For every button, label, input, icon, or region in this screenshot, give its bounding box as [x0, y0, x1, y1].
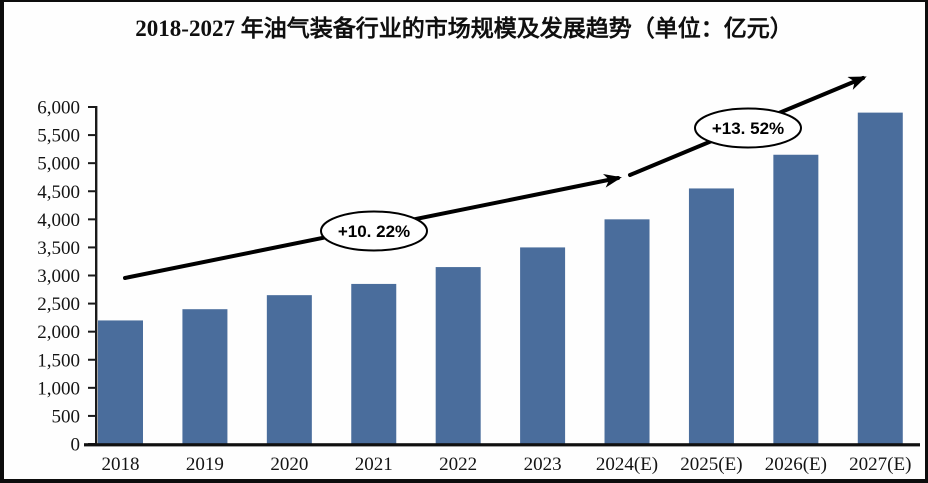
y-tick-label: 2,500 — [37, 294, 80, 315]
y-axis-line — [95, 106, 98, 446]
x-tick-label: 2026(E) — [765, 454, 827, 475]
x-tick-label: 2023 — [524, 454, 562, 475]
y-tick-label: 1,500 — [37, 350, 80, 371]
y-axis-tick — [88, 106, 96, 108]
bar-2026(E) — [773, 154, 819, 445]
y-tick-label: 2,000 — [37, 322, 80, 343]
y-tick-label: 4,000 — [37, 210, 80, 231]
y-tick-label: 6,000 — [37, 98, 80, 119]
bar-2021 — [351, 283, 397, 445]
bar-2023 — [520, 247, 566, 445]
y-tick-label: 500 — [52, 406, 81, 427]
frame-border-right — [925, 0, 928, 483]
growth-annotation-label: +13. 52% — [712, 119, 784, 138]
y-axis-tick — [88, 414, 96, 417]
y-axis-tick — [88, 134, 96, 137]
y-axis-tick — [88, 218, 96, 221]
y-axis-tick — [88, 358, 96, 361]
x-tick-label: 2019 — [186, 454, 224, 475]
y-axis-tick — [88, 246, 96, 249]
bar-2024(E) — [604, 219, 650, 445]
bar-2019 — [182, 309, 228, 445]
bar-2020 — [266, 295, 312, 445]
x-tick-label: 2021 — [355, 454, 393, 475]
y-axis-tick — [88, 162, 96, 165]
growth-annotation-ellipse — [320, 210, 428, 252]
frame-border-bottom — [0, 479, 928, 483]
x-axis-line — [84, 443, 920, 447]
y-axis-tick — [88, 386, 96, 389]
x-tick-label: 2024(E) — [596, 454, 658, 475]
y-axis-tick — [88, 274, 96, 277]
growth-annotation-ellipse — [694, 107, 802, 149]
y-tick-label: 3,000 — [37, 266, 80, 287]
chart-title: 2018-2027 年油气装备行业的市场规模及发展趋势（单位：亿元） — [135, 16, 793, 41]
y-tick-label: 5,000 — [37, 154, 80, 175]
bar-2025(E) — [688, 188, 734, 446]
x-tick-label: 2022 — [439, 454, 477, 475]
x-tick-label: 2018 — [102, 454, 140, 475]
frame-border-left — [0, 0, 4, 483]
y-tick-label: 5,500 — [37, 126, 80, 147]
y-axis-tick — [88, 330, 96, 333]
x-tick-label: 2020 — [270, 454, 308, 475]
y-tick-label: 3,500 — [37, 238, 80, 259]
y-axis-tick — [88, 302, 96, 305]
bar-2022 — [435, 267, 481, 445]
y-axis-tick — [88, 190, 96, 193]
y-tick-label: 4,500 — [37, 182, 80, 203]
x-tick-label: 2025(E) — [680, 454, 742, 475]
growth-annotation-label: +10. 22% — [338, 222, 410, 241]
y-tick-label: 1,000 — [37, 378, 80, 399]
y-tick-label: 0 — [71, 435, 81, 456]
x-tick-label: 2027(E) — [849, 454, 911, 475]
bar-2018 — [98, 320, 143, 445]
bar-2027(E) — [857, 112, 903, 445]
frame-border-top — [0, 0, 928, 2]
